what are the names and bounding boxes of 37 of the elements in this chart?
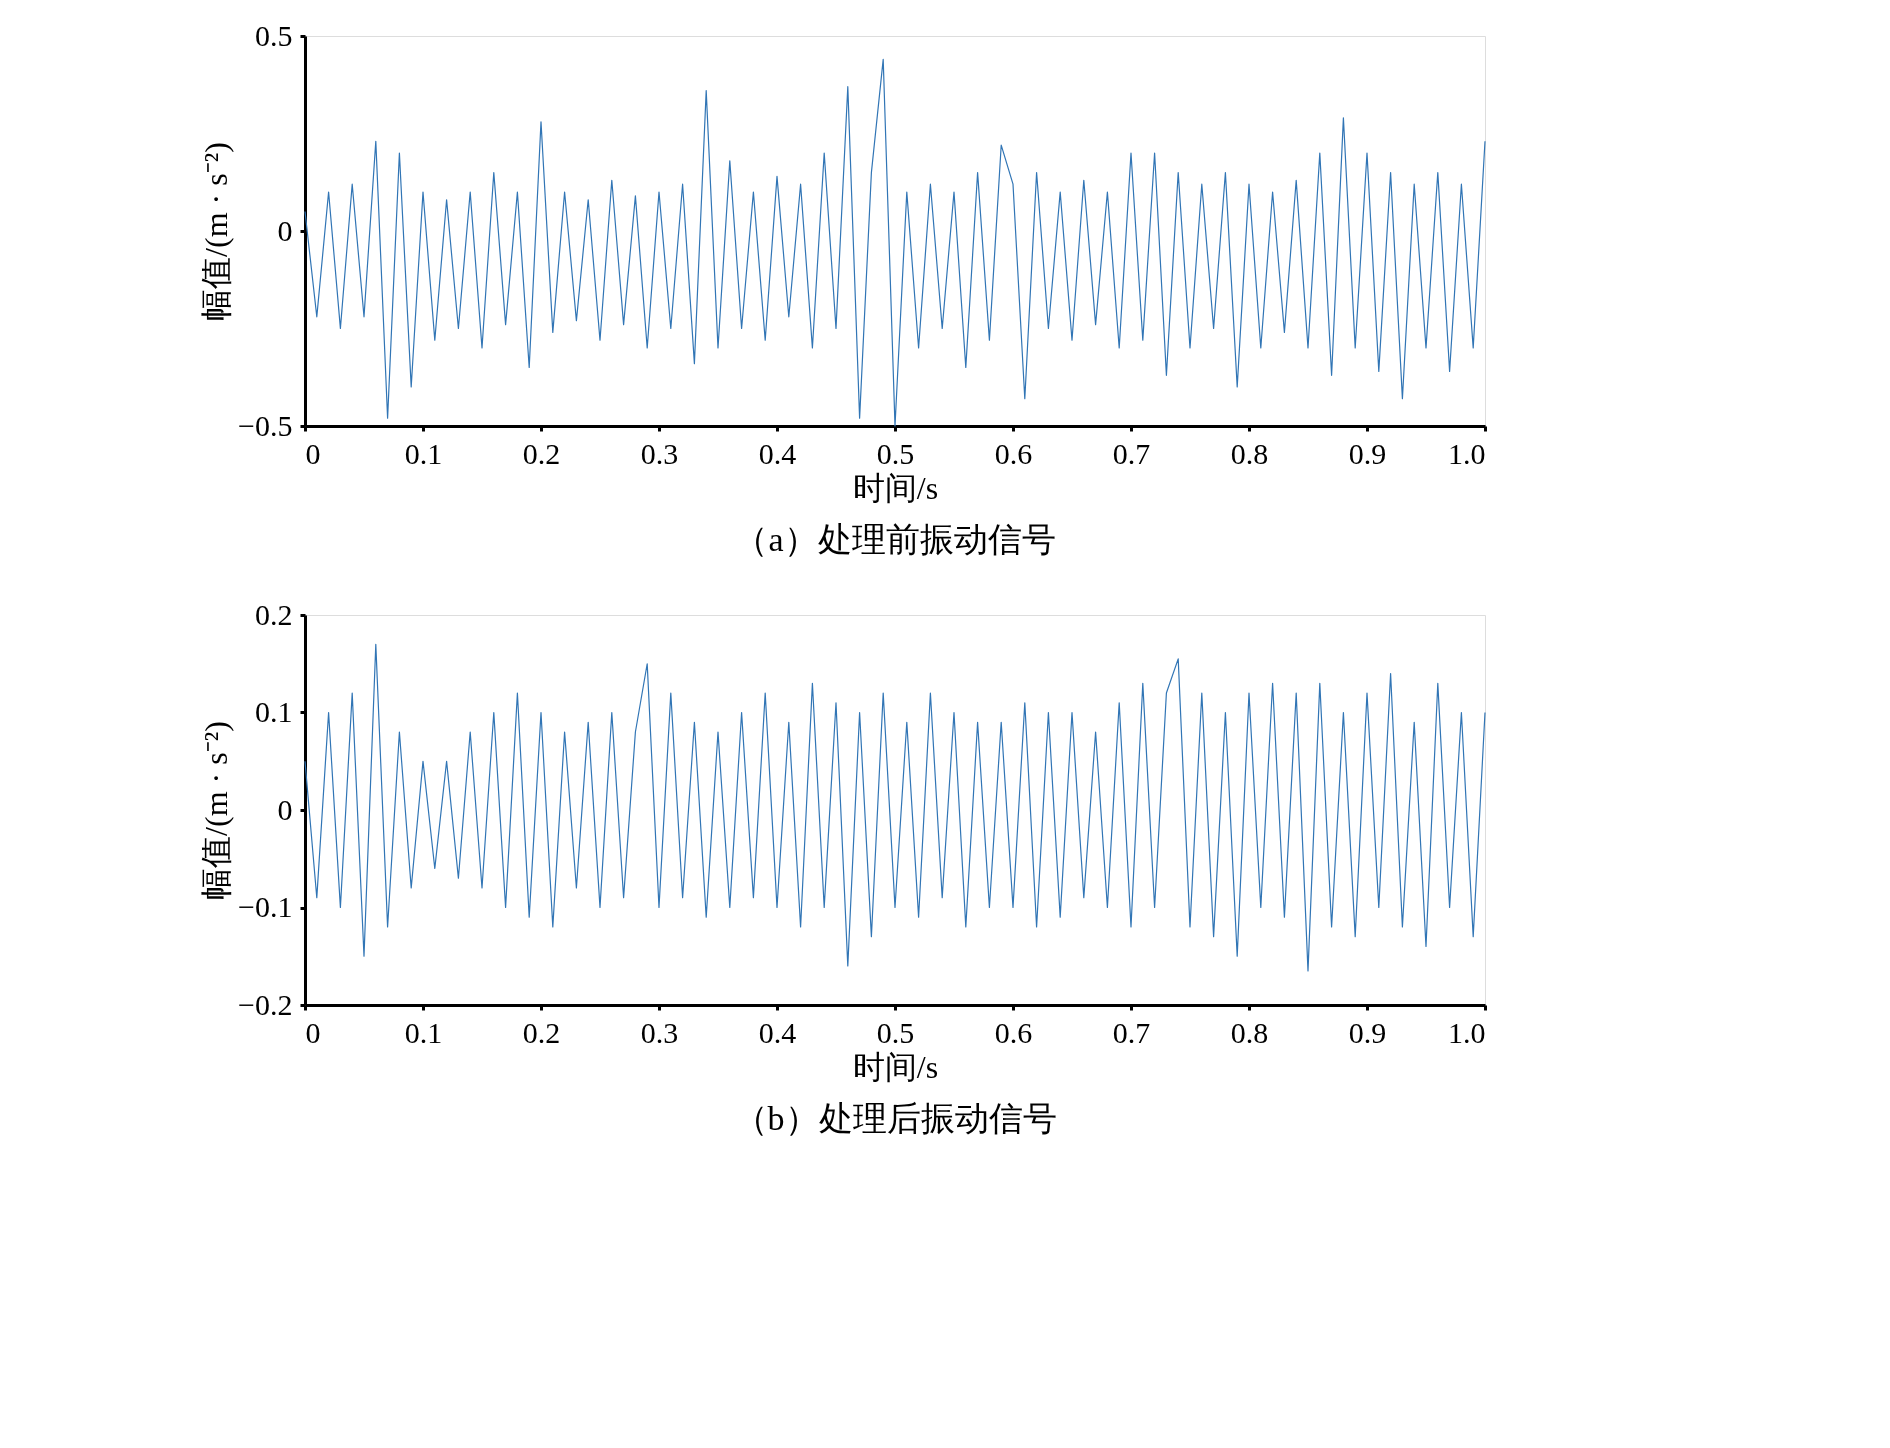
x-tick-label: 1.0 bbox=[1448, 436, 1486, 470]
y-tick-label: 0.5 bbox=[255, 18, 293, 52]
x-tick-label: 0.1 bbox=[404, 1015, 443, 1049]
y-tick-label: 0.1 bbox=[255, 695, 293, 728]
y-tick-label: −0.2 bbox=[238, 987, 293, 1021]
y-tick-label: 0 bbox=[277, 792, 293, 826]
x-tick-label: 1.0 bbox=[1448, 1015, 1486, 1049]
x-tick-label: 0.7 bbox=[1112, 436, 1151, 470]
x-axis-title: 时间/s bbox=[852, 1048, 939, 1085]
text: （b）处理后振动信号 bbox=[733, 1100, 1057, 1137]
y-tick-label: 0.2 bbox=[255, 597, 293, 631]
x-tick-label: 0 bbox=[305, 436, 321, 470]
x-axis-title: 时间/s bbox=[852, 469, 939, 506]
y-axis-title: 幅值/(m · s⁻²) bbox=[198, 721, 235, 900]
x-tick-label: 0.5 bbox=[876, 1015, 915, 1049]
x-tick-label: 0 bbox=[305, 1015, 321, 1049]
x-tick-label: 0.3 bbox=[640, 1015, 679, 1049]
x-tick-label: 0.9 bbox=[1348, 436, 1387, 470]
x-tick-label: 0.9 bbox=[1348, 1015, 1387, 1049]
x-tick-label: 0.6 bbox=[994, 1015, 1033, 1049]
x-tick-label: 0.4 bbox=[758, 1015, 797, 1049]
x-tick-label: 0.7 bbox=[1112, 1015, 1151, 1049]
x-tick-label: 0.8 bbox=[1230, 1015, 1269, 1049]
x-tick-label: 0.5 bbox=[876, 436, 915, 470]
y-tick-label: 0 bbox=[277, 213, 293, 247]
y-tick-label: −0.1 bbox=[238, 890, 293, 923]
x-tick-label: 0.3 bbox=[640, 436, 679, 470]
x-tick-label: 0.2 bbox=[522, 436, 561, 470]
y-axis-title: 幅值/(m · s⁻²) bbox=[198, 142, 235, 321]
text: （a）处理前振动信号 bbox=[734, 521, 1056, 558]
x-tick-label: 0.1 bbox=[404, 436, 443, 470]
x-tick-label: 0.6 bbox=[994, 436, 1033, 470]
x-tick-label: 0.4 bbox=[758, 436, 797, 470]
y-tick-label: −0.5 bbox=[238, 408, 293, 442]
x-tick-label: 0.8 bbox=[1230, 436, 1269, 470]
line-series bbox=[304, 643, 1486, 972]
x-tick-label: 0.2 bbox=[522, 1015, 561, 1049]
